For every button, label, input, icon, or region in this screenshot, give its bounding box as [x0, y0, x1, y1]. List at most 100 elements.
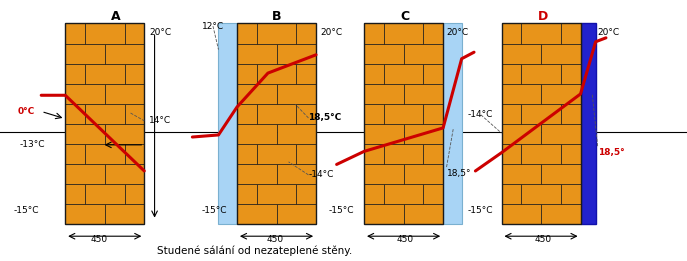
Text: B: B — [271, 10, 281, 23]
Bar — [502, 184, 521, 204]
Bar — [85, 184, 124, 204]
Bar — [237, 144, 257, 164]
Bar — [443, 23, 462, 224]
Bar — [85, 144, 124, 164]
Bar — [423, 144, 443, 164]
Bar — [237, 104, 257, 124]
Bar — [237, 64, 257, 84]
Bar — [423, 104, 443, 124]
Bar — [423, 23, 443, 44]
Bar — [237, 44, 276, 64]
Text: -13°C: -13°C — [19, 140, 45, 149]
Bar — [257, 184, 296, 204]
Bar — [384, 23, 423, 44]
Text: 18,5°C: 18,5°C — [308, 114, 341, 122]
Bar — [502, 204, 541, 224]
Bar — [561, 64, 581, 84]
Bar — [276, 204, 316, 224]
Bar — [521, 144, 561, 164]
Bar — [257, 104, 296, 124]
Bar — [423, 184, 443, 204]
Bar — [384, 104, 423, 124]
Text: 20°C: 20°C — [320, 28, 342, 37]
Bar — [502, 164, 541, 184]
Bar — [502, 64, 521, 84]
Bar — [521, 184, 561, 204]
Text: 20°C: 20°C — [149, 28, 171, 37]
Bar — [65, 144, 85, 164]
Bar — [296, 184, 316, 204]
Bar — [237, 84, 276, 104]
Bar — [502, 23, 521, 44]
Bar — [364, 64, 384, 84]
Text: 20°C: 20°C — [447, 28, 469, 37]
Bar — [502, 144, 521, 164]
Text: 14°C: 14°C — [149, 116, 171, 125]
Bar — [124, 64, 144, 84]
Bar — [521, 23, 561, 44]
Bar — [364, 44, 404, 64]
Bar — [65, 204, 104, 224]
Text: 0°C: 0°C — [17, 107, 34, 116]
Bar — [384, 144, 423, 164]
Bar — [364, 84, 404, 104]
Bar — [237, 184, 257, 204]
Text: C: C — [401, 10, 410, 23]
Bar — [65, 23, 144, 224]
Bar — [364, 164, 404, 184]
Bar — [65, 44, 104, 64]
Bar — [65, 64, 85, 84]
Text: 450: 450 — [397, 235, 414, 244]
Bar — [364, 184, 384, 204]
Bar — [521, 64, 561, 84]
Bar — [541, 164, 581, 184]
Bar — [561, 144, 581, 164]
Text: -15°C: -15°C — [202, 206, 227, 215]
Text: 20°C: 20°C — [598, 28, 620, 37]
Bar — [502, 23, 581, 224]
Bar — [104, 164, 144, 184]
Text: 450: 450 — [534, 235, 551, 244]
Text: -15°C: -15°C — [14, 206, 39, 215]
Bar — [521, 104, 561, 124]
Bar — [276, 84, 316, 104]
Bar — [124, 23, 144, 44]
Bar — [276, 124, 316, 144]
Bar — [502, 124, 541, 144]
Bar — [561, 184, 581, 204]
Text: 450: 450 — [267, 235, 283, 244]
Bar — [296, 23, 316, 44]
Bar — [502, 104, 521, 124]
Bar — [502, 84, 541, 104]
Bar — [104, 204, 144, 224]
Bar — [237, 164, 276, 184]
Bar — [276, 44, 316, 64]
Bar — [65, 164, 104, 184]
Bar — [124, 104, 144, 124]
Bar — [65, 84, 104, 104]
Bar — [104, 84, 144, 104]
Bar — [581, 23, 596, 224]
Bar — [65, 104, 85, 124]
Bar — [104, 44, 144, 64]
Text: Studené sálání od nezateplené stěny.: Studené sálání od nezateplené stěny. — [157, 246, 352, 256]
Bar — [384, 184, 423, 204]
Bar — [364, 23, 443, 224]
Bar — [364, 124, 404, 144]
Bar — [218, 23, 237, 224]
Bar — [404, 164, 443, 184]
Bar — [404, 84, 443, 104]
Bar — [502, 44, 541, 64]
Bar — [364, 23, 384, 44]
Text: 450: 450 — [91, 235, 108, 244]
Bar — [364, 104, 384, 124]
Bar — [65, 184, 85, 204]
Bar — [257, 64, 296, 84]
Text: A: A — [111, 10, 120, 23]
Bar — [296, 64, 316, 84]
Bar — [541, 204, 581, 224]
Bar — [423, 64, 443, 84]
Bar — [257, 23, 296, 44]
Text: -15°C: -15°C — [328, 206, 354, 215]
Bar — [65, 23, 85, 44]
